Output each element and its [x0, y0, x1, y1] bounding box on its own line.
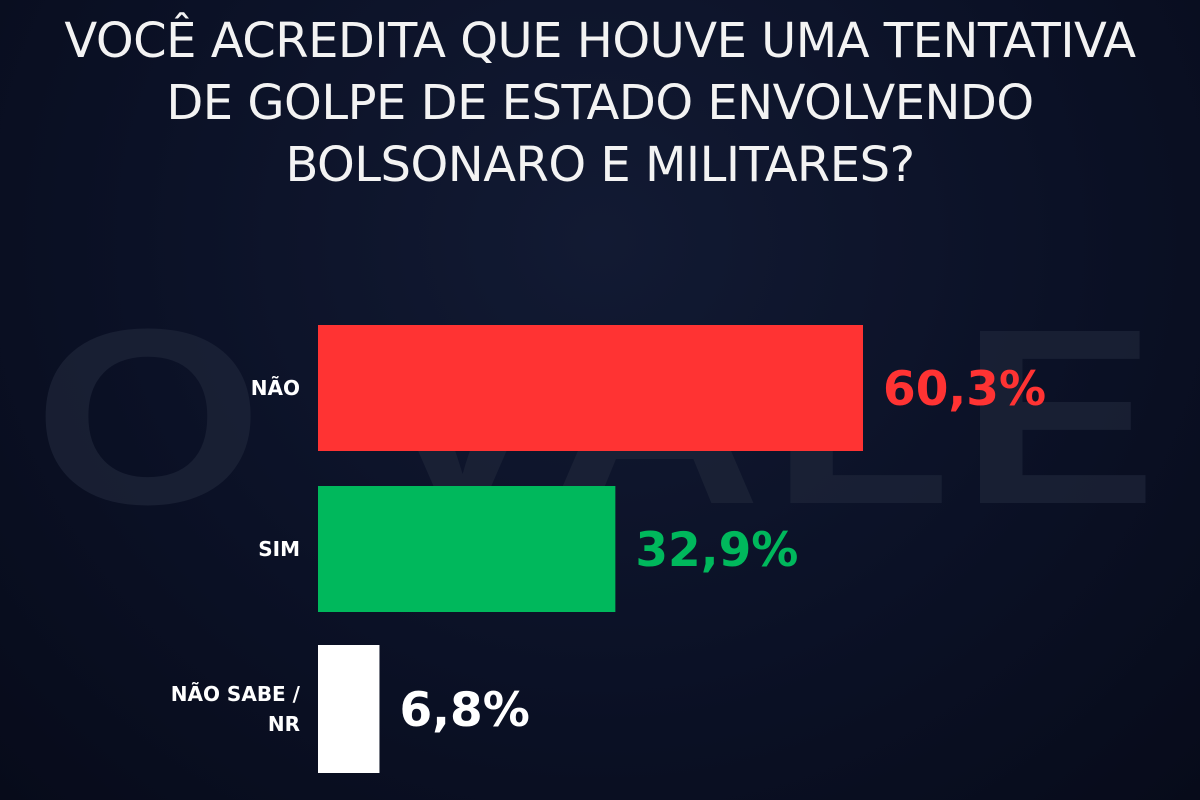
bar-1 — [318, 325, 863, 451]
chart-title-line-1: VOCÊ ACREDITA QUE HOUVE UMA TENTATIVA — [64, 13, 1136, 69]
value-label-1: 60,3% — [883, 362, 1046, 417]
category-label-3-line-1: NÃO SABE / — [171, 682, 301, 706]
category-label-1: NÃO — [251, 376, 300, 400]
chart-title-line-2: DE GOLPE DE ESTADO ENVOLVENDO — [166, 75, 1034, 131]
category-label-2: SIM — [258, 537, 300, 561]
chart-title: VOCÊ ACREDITA QUE HOUVE UMA TENTATIVA DE… — [0, 10, 1200, 196]
chart-title-line-3: BOLSONARO E MILITARES? — [285, 137, 915, 193]
bar-3 — [318, 645, 380, 773]
value-label-3: 6,8% — [399, 683, 529, 738]
value-label-2: 32,9% — [635, 523, 798, 578]
category-label-3-line-2: NR — [268, 712, 300, 736]
bar-2 — [318, 486, 616, 612]
